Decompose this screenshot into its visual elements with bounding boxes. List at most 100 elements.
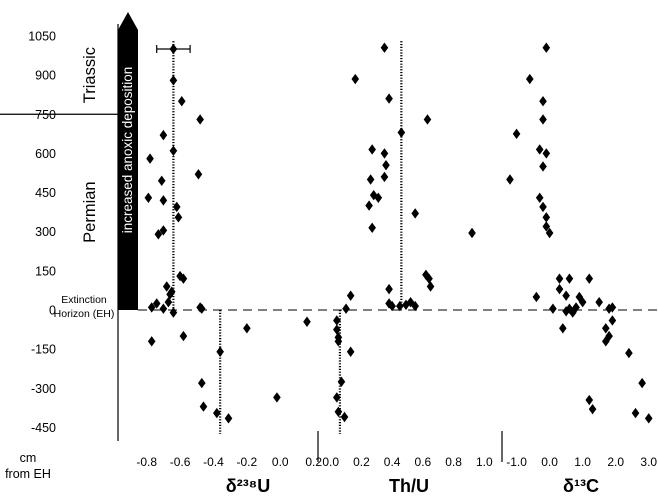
x-tick-label: 0.6: [415, 455, 432, 469]
data-point: [176, 270, 184, 282]
period-label: Triassic: [81, 47, 99, 103]
data-point: [346, 346, 355, 357]
data-point: [166, 289, 174, 300]
data-point: [159, 225, 168, 236]
data-point: [164, 296, 173, 308]
x-tick-label: 1.0: [476, 455, 493, 469]
data-point: [539, 201, 547, 213]
data-point: [535, 144, 544, 155]
y-unit-label: cm: [20, 451, 37, 465]
data-point: [506, 174, 514, 185]
data-point: [169, 75, 178, 86]
y-unit-label: from EH: [5, 467, 51, 481]
data-point: [525, 73, 534, 85]
data-point: [273, 392, 281, 403]
y-tick-label: 450: [35, 186, 56, 200]
panel-1: -0.8 -0.6 -0.4 -0.2 0.0 0.2 δ²³⁸U: [136, 41, 322, 496]
data-point: [365, 200, 373, 211]
data-point: [411, 208, 419, 219]
x-tick-label: 0.2: [353, 455, 370, 469]
data-point: [333, 392, 341, 403]
data-point: [382, 159, 390, 171]
data-point: [199, 401, 208, 412]
data-point: [169, 307, 178, 318]
data-point: [333, 315, 341, 326]
y-axis: 10509007506004503001500-150-300-450cmfro…: [0, 24, 119, 481]
data-point: [147, 336, 156, 347]
panel-2: 0.0 0.2 0.4 0.6 0.8 1.0 Th/U: [322, 41, 503, 496]
data-point: [539, 161, 547, 172]
x-tick-label: 0.0: [272, 455, 289, 469]
y-tick-label: -150: [31, 343, 56, 357]
data-point: [555, 283, 564, 295]
y-tick-label: -450: [31, 421, 56, 435]
x-tick-label: 0.8: [445, 455, 462, 469]
x-tick-label: 0.2: [305, 455, 322, 469]
data-point: [333, 324, 341, 335]
y-tick-label: 1050: [28, 29, 56, 43]
data-point: [169, 43, 178, 55]
y-tick-label: 900: [35, 69, 56, 83]
x-tick-label: 0.4: [384, 455, 401, 469]
data-point: [601, 336, 610, 347]
data-point: [539, 96, 547, 107]
data-point: [197, 377, 206, 389]
data-point: [380, 42, 389, 53]
data-point: [644, 413, 653, 424]
data-point: [368, 222, 376, 233]
data-point: [385, 93, 393, 104]
data-point: [608, 302, 617, 313]
y-tick-label: -300: [31, 382, 56, 396]
data-point: [334, 406, 343, 417]
data-point: [542, 221, 551, 232]
data-point: [369, 189, 378, 201]
data-point: [625, 347, 633, 359]
data-point: [608, 315, 617, 326]
data-point: [578, 296, 587, 308]
data-point: [585, 394, 594, 406]
data-point: [535, 192, 544, 203]
data-point: [224, 413, 233, 424]
data-point: [342, 303, 350, 314]
data-point: [144, 192, 153, 203]
data-point: [337, 376, 346, 387]
data-point: [243, 323, 251, 334]
data-point: [154, 229, 163, 240]
data-point: [426, 281, 435, 292]
data-point: [512, 128, 521, 140]
data-point: [549, 303, 557, 314]
anoxia-arrow: [118, 12, 138, 310]
extinction-label: Extinction: [61, 294, 107, 306]
data-point: [638, 377, 646, 389]
y-tick-label: 150: [35, 264, 56, 278]
data-point: [562, 290, 570, 301]
data-point: [380, 148, 389, 159]
data-point: [152, 298, 161, 309]
x-tick-label: -0.8: [136, 455, 157, 469]
data-point: [216, 346, 224, 357]
x-tick-label: 3.0: [640, 455, 657, 469]
data-point: [334, 336, 343, 347]
data-point: [542, 42, 551, 53]
x-tick-label: 1.0: [574, 455, 591, 469]
y-tick-label: 300: [35, 225, 56, 239]
data-point: [162, 281, 171, 292]
data-point: [423, 114, 432, 125]
data-point: [565, 273, 574, 284]
data-point: [179, 330, 188, 342]
x-axis-label: Th/U: [389, 476, 429, 496]
data-point: [385, 283, 393, 295]
data-point: [194, 169, 203, 180]
data-point: [406, 296, 415, 308]
data-point: [388, 300, 396, 312]
data-point: [631, 407, 640, 419]
data-point: [366, 174, 375, 185]
extinction-label: Horizon (EH): [54, 308, 115, 320]
x-tick-label: -0.6: [170, 455, 191, 469]
data-point: [340, 411, 349, 423]
data-point: [174, 212, 183, 223]
data-point: [172, 201, 181, 213]
data-point: [532, 291, 541, 303]
